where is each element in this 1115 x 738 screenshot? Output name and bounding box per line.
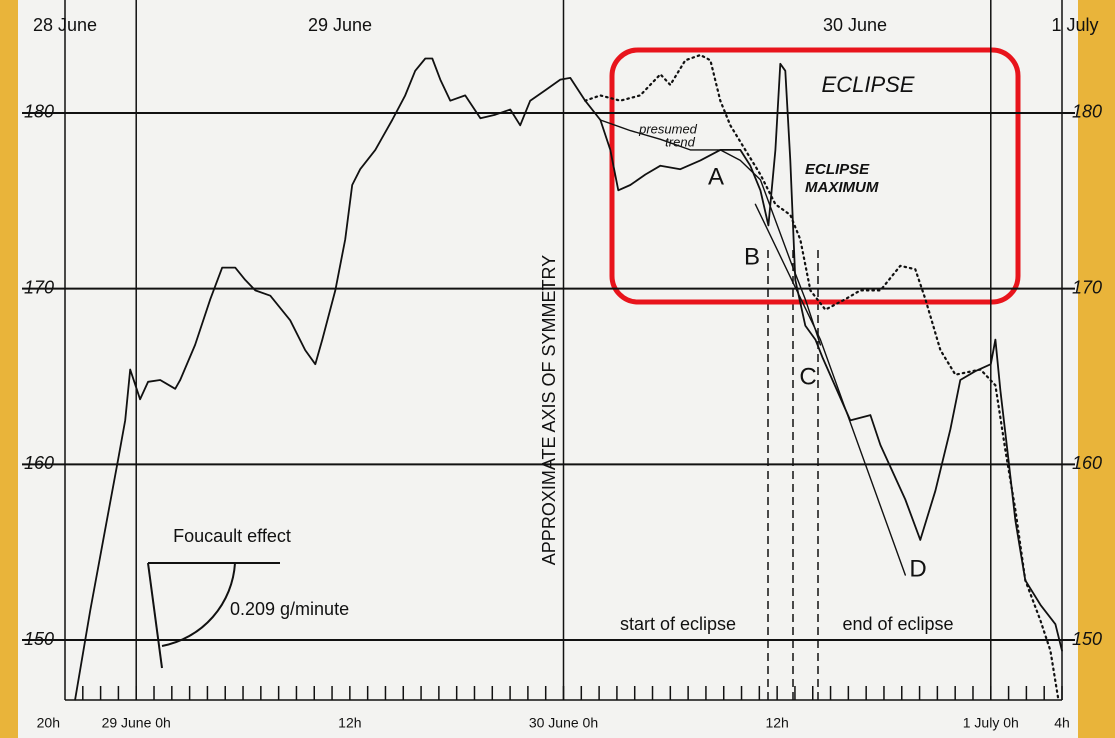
point-label: B [744,243,760,270]
day-label: 29 June [308,15,372,35]
eclipse-highlight [609,47,1021,305]
swing-line [147,562,163,669]
angle-arc [161,562,236,647]
series-line [754,203,906,576]
day-label: 30 June [823,15,887,35]
x-tick-label: 12h [765,715,788,731]
eclipse-end-label: end of eclipse [842,614,953,634]
x-tick-label: 1 July 0h [963,715,1019,731]
y-tick-label: 170 [24,277,54,297]
series-line [584,53,1060,701]
eclipse-start-label: start of eclipse [620,614,736,634]
y-tick-label: 180 [24,102,54,122]
y-tick-label: 160 [24,453,54,473]
point-label: C [799,363,816,390]
foucault-label: Foucault effect [173,526,291,546]
y-tick-label-right: 160 [1072,453,1102,473]
y-tick-label-right: 170 [1072,277,1102,297]
axis-of-symmetry-label: APPROXIMATE AXIS OF SYMMETRY [539,255,559,565]
point-label: A [708,163,724,190]
series-line [74,57,1063,701]
y-tick-label: 150 [24,629,54,649]
eclipse-max-label: ECLIPSE [805,161,870,178]
paper [18,0,1078,738]
x-tick-label: 30 June 0h [529,715,598,731]
foucault-diagram [147,562,280,669]
eclipse-max-label: MAXIMUM [805,179,879,196]
x-tick-label: 12h [338,715,361,731]
y-tick-label-right: 150 [1072,629,1102,649]
trend-label: trend [665,134,695,149]
trend-label: presumed [638,121,698,136]
eclipse-label: ECLIPSE [822,72,915,97]
x-tick-label: 4h [1054,715,1070,731]
day-label: 28 June [33,15,97,35]
series-line [599,119,822,346]
y-tick-label-right: 180 [1072,102,1102,122]
x-tick-label: 29 June 0h [102,715,171,731]
x-tick-label: 20h [37,715,60,731]
point-label: D [909,555,926,582]
rate-label: 0.209 g/minute [230,599,349,619]
day-label: 1 July [1051,15,1098,35]
